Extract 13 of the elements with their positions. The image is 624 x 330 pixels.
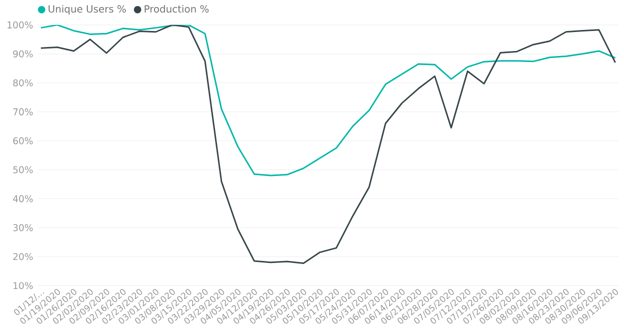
- y-tick-label: 90%: [13, 50, 33, 58]
- y-tick-label: 100%: [8, 22, 33, 29]
- y-tick-label: 10%: [14, 282, 33, 290]
- y-tick-label: 80%: [13, 79, 33, 87]
- y-tick-label: 70%: [13, 108, 33, 116]
- y-tick-label: 50%: [13, 166, 33, 174]
- y-tick-label: 30%: [13, 224, 33, 232]
- y-tick-label: 20%: [13, 253, 33, 260]
- line-series: [40, 25, 616, 264]
- legend-label: Production %: [144, 5, 209, 13]
- y-tick-label: 40%: [13, 195, 33, 202]
- legend-label: Unique Users %: [48, 5, 126, 15]
- y-tick-label: 60%: [13, 137, 33, 144]
